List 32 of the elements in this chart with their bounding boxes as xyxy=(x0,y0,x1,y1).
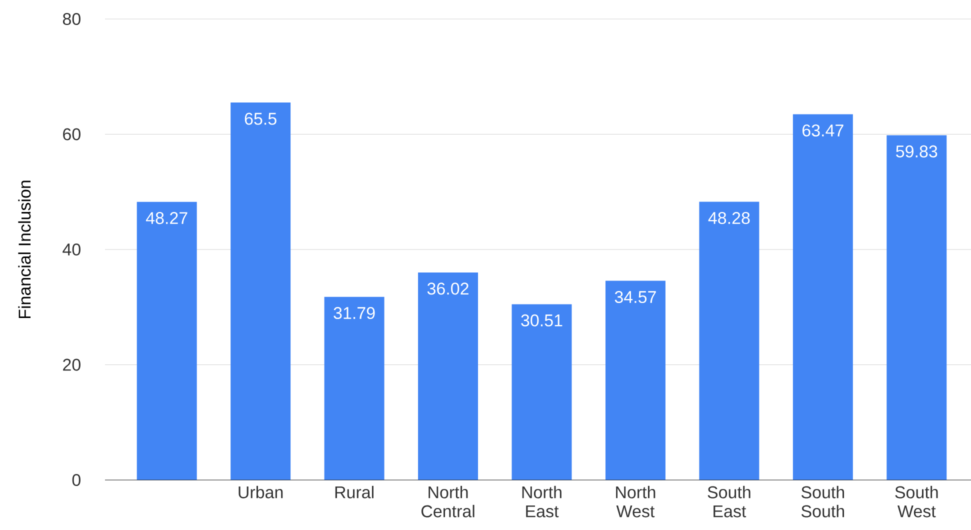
data-label: 59.83 xyxy=(896,145,938,158)
x-tick-label: South South xyxy=(801,486,844,518)
data-label: 34.57 xyxy=(614,290,656,304)
bar xyxy=(699,202,760,480)
data-label: 30.51 xyxy=(521,314,562,326)
y-tick-label: 20 xyxy=(63,358,80,371)
bar xyxy=(230,102,291,480)
y-tick-label: 40 xyxy=(62,243,80,256)
y-tick-label: 60 xyxy=(63,128,80,140)
y-tick-label: 0 xyxy=(72,474,80,486)
x-tick-label: North West xyxy=(616,486,656,518)
data-label: 31.79 xyxy=(334,307,375,320)
bar xyxy=(605,280,666,480)
data-label: 48.28 xyxy=(708,212,750,224)
bar xyxy=(418,272,478,480)
x-tick-label: South East xyxy=(708,486,750,518)
x-tick-label: Urban xyxy=(238,486,283,498)
data-label: 63.47 xyxy=(802,124,844,136)
bar xyxy=(886,135,947,480)
data-label: 48.27 xyxy=(146,212,188,224)
x-tick-label: North Central xyxy=(421,486,474,518)
y-tick-label: 80 xyxy=(62,12,80,26)
bar xyxy=(792,114,853,480)
bar xyxy=(512,304,572,480)
x-tick-label: North East xyxy=(522,486,562,518)
y-axis-title: Financial Inclusion xyxy=(18,180,31,318)
x-tick-label: South West xyxy=(895,486,938,518)
data-label: 36.02 xyxy=(427,282,468,295)
data-label: 65.5 xyxy=(244,112,276,125)
x-tick-label: Rural xyxy=(335,486,374,498)
bar xyxy=(136,202,197,480)
bar xyxy=(324,296,384,480)
